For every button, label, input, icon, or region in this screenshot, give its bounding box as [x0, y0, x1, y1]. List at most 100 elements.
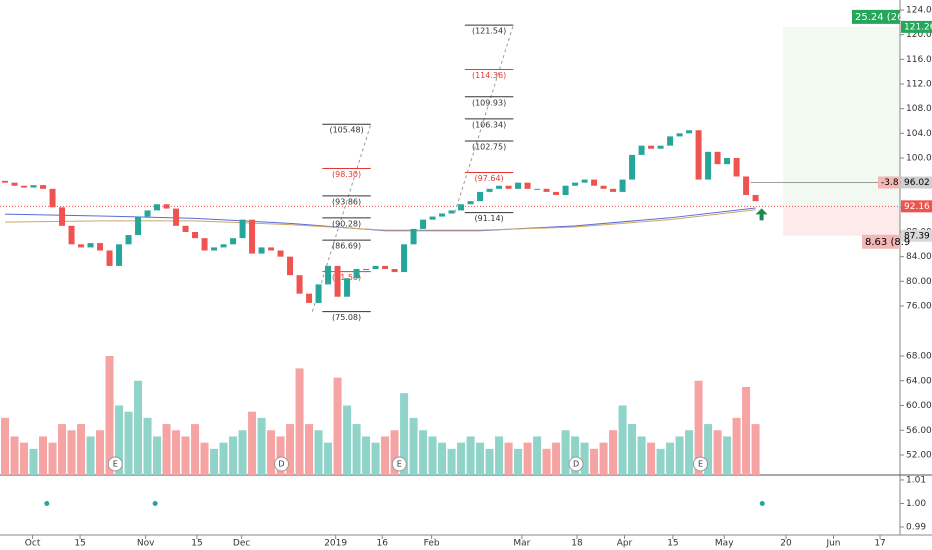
volume-bar — [571, 436, 580, 475]
volume-bar — [457, 442, 466, 475]
y-tick-label: 108.00 — [906, 104, 932, 114]
fib-label: (81.58) — [332, 273, 361, 282]
volume-bar — [115, 405, 124, 475]
volume-bar — [438, 442, 447, 475]
candle-body — [581, 179, 588, 183]
fib-label: (97.64) — [475, 174, 504, 183]
volume-bar — [229, 436, 238, 475]
volume-tick-label: 68.00 — [906, 352, 932, 362]
candle-body — [648, 145, 655, 149]
event-marker — [274, 456, 290, 472]
candle-body — [344, 278, 351, 297]
volume-bar — [381, 436, 390, 475]
candle-body — [458, 204, 465, 211]
volume-bar — [267, 430, 276, 475]
volume-bar — [191, 424, 200, 475]
candle-body — [334, 265, 341, 297]
candle-body — [638, 145, 645, 155]
volume-bar — [58, 424, 67, 475]
candle-body — [306, 293, 313, 303]
candle-body — [116, 244, 123, 266]
x-tick-label: Feb — [424, 539, 440, 549]
alert-box — [878, 176, 900, 189]
volume-bar — [48, 442, 57, 475]
event-label: D — [278, 460, 284, 469]
x-tick-label: Apr — [617, 539, 633, 549]
candle-body — [201, 238, 208, 251]
volume-bar — [257, 417, 266, 475]
volume-bar — [590, 448, 599, 475]
x-tick-label: 15 — [191, 539, 202, 549]
candle-body — [87, 243, 94, 248]
loss-zone — [783, 206, 900, 236]
volume-bar — [742, 386, 751, 475]
volume-tick-label: 52.00 — [906, 451, 932, 461]
candle-body — [372, 265, 379, 269]
candle-body — [68, 225, 75, 245]
stop-tag-bg — [901, 229, 932, 242]
candle-body — [21, 185, 28, 188]
volume-bar — [504, 442, 513, 475]
y-tick-label: 80.00 — [906, 277, 932, 287]
y-tick-label: 100.00 — [906, 153, 932, 163]
candle-body — [192, 231, 199, 239]
volume-bar — [333, 377, 342, 475]
volume-bar — [419, 430, 428, 475]
volume-bar — [751, 424, 760, 475]
volume-bar — [67, 430, 76, 475]
volume-bar — [542, 448, 551, 475]
candle-body — [391, 268, 398, 273]
fib-label: (90.28) — [332, 219, 361, 228]
candle-body — [382, 265, 389, 269]
candle-body — [676, 133, 683, 137]
signal-arrow — [755, 208, 768, 221]
candle-body — [30, 185, 37, 188]
y-tick-label: 104.00 — [906, 129, 932, 139]
candle-body — [230, 238, 237, 245]
candle-body — [239, 219, 246, 239]
candle-body — [2, 180, 9, 183]
candle-body — [629, 154, 636, 180]
candle-body — [363, 268, 370, 270]
layer: 124.00 120.00 116.00 112.00 108.00 104.00 100.… — [0, 5, 932, 549]
x-tick-label: Mar — [513, 539, 530, 549]
alert-text: -3.8 — [881, 178, 899, 188]
volume-bar — [248, 411, 257, 475]
x-tick-label: 2019 — [324, 539, 347, 549]
y-tick-label: 76.00 — [906, 301, 932, 311]
candle-body — [211, 247, 218, 251]
entry-tag: 92.16 — [904, 202, 930, 212]
fib-label: (102.75) — [472, 143, 506, 152]
candle-body — [315, 284, 322, 303]
alert-tag-bg — [901, 176, 932, 189]
event-label: E — [397, 460, 402, 469]
x-tick-label: Dec — [233, 539, 250, 549]
candle-body — [505, 185, 512, 189]
volume-bar — [666, 442, 675, 475]
candle-body — [695, 130, 702, 180]
volume-bar — [343, 405, 352, 475]
volume-bar — [77, 424, 86, 475]
candle-body — [420, 219, 427, 229]
volume-bar — [124, 411, 133, 475]
volume-tick-label: 56.00 — [906, 426, 932, 436]
candle-body — [477, 191, 484, 202]
volume-bar — [86, 436, 95, 475]
volume-bar — [704, 424, 713, 475]
indicator-dot — [152, 500, 158, 506]
x-tick-label: Nov — [137, 539, 155, 549]
volume-bar — [514, 448, 523, 475]
profit-zone — [783, 26, 900, 207]
volume-bar — [476, 442, 485, 475]
volume-bar — [561, 430, 570, 475]
candle-body — [657, 145, 664, 149]
volume-bar — [400, 393, 409, 475]
volume-bar — [219, 442, 228, 475]
y-tick-label: 116.00 — [906, 55, 932, 65]
moving-average — [5, 207, 756, 232]
volume-bar — [713, 430, 722, 475]
fib-label: (114.36) — [472, 71, 506, 80]
candle-body — [49, 188, 56, 208]
stop-tag: 87.39 — [904, 231, 930, 241]
